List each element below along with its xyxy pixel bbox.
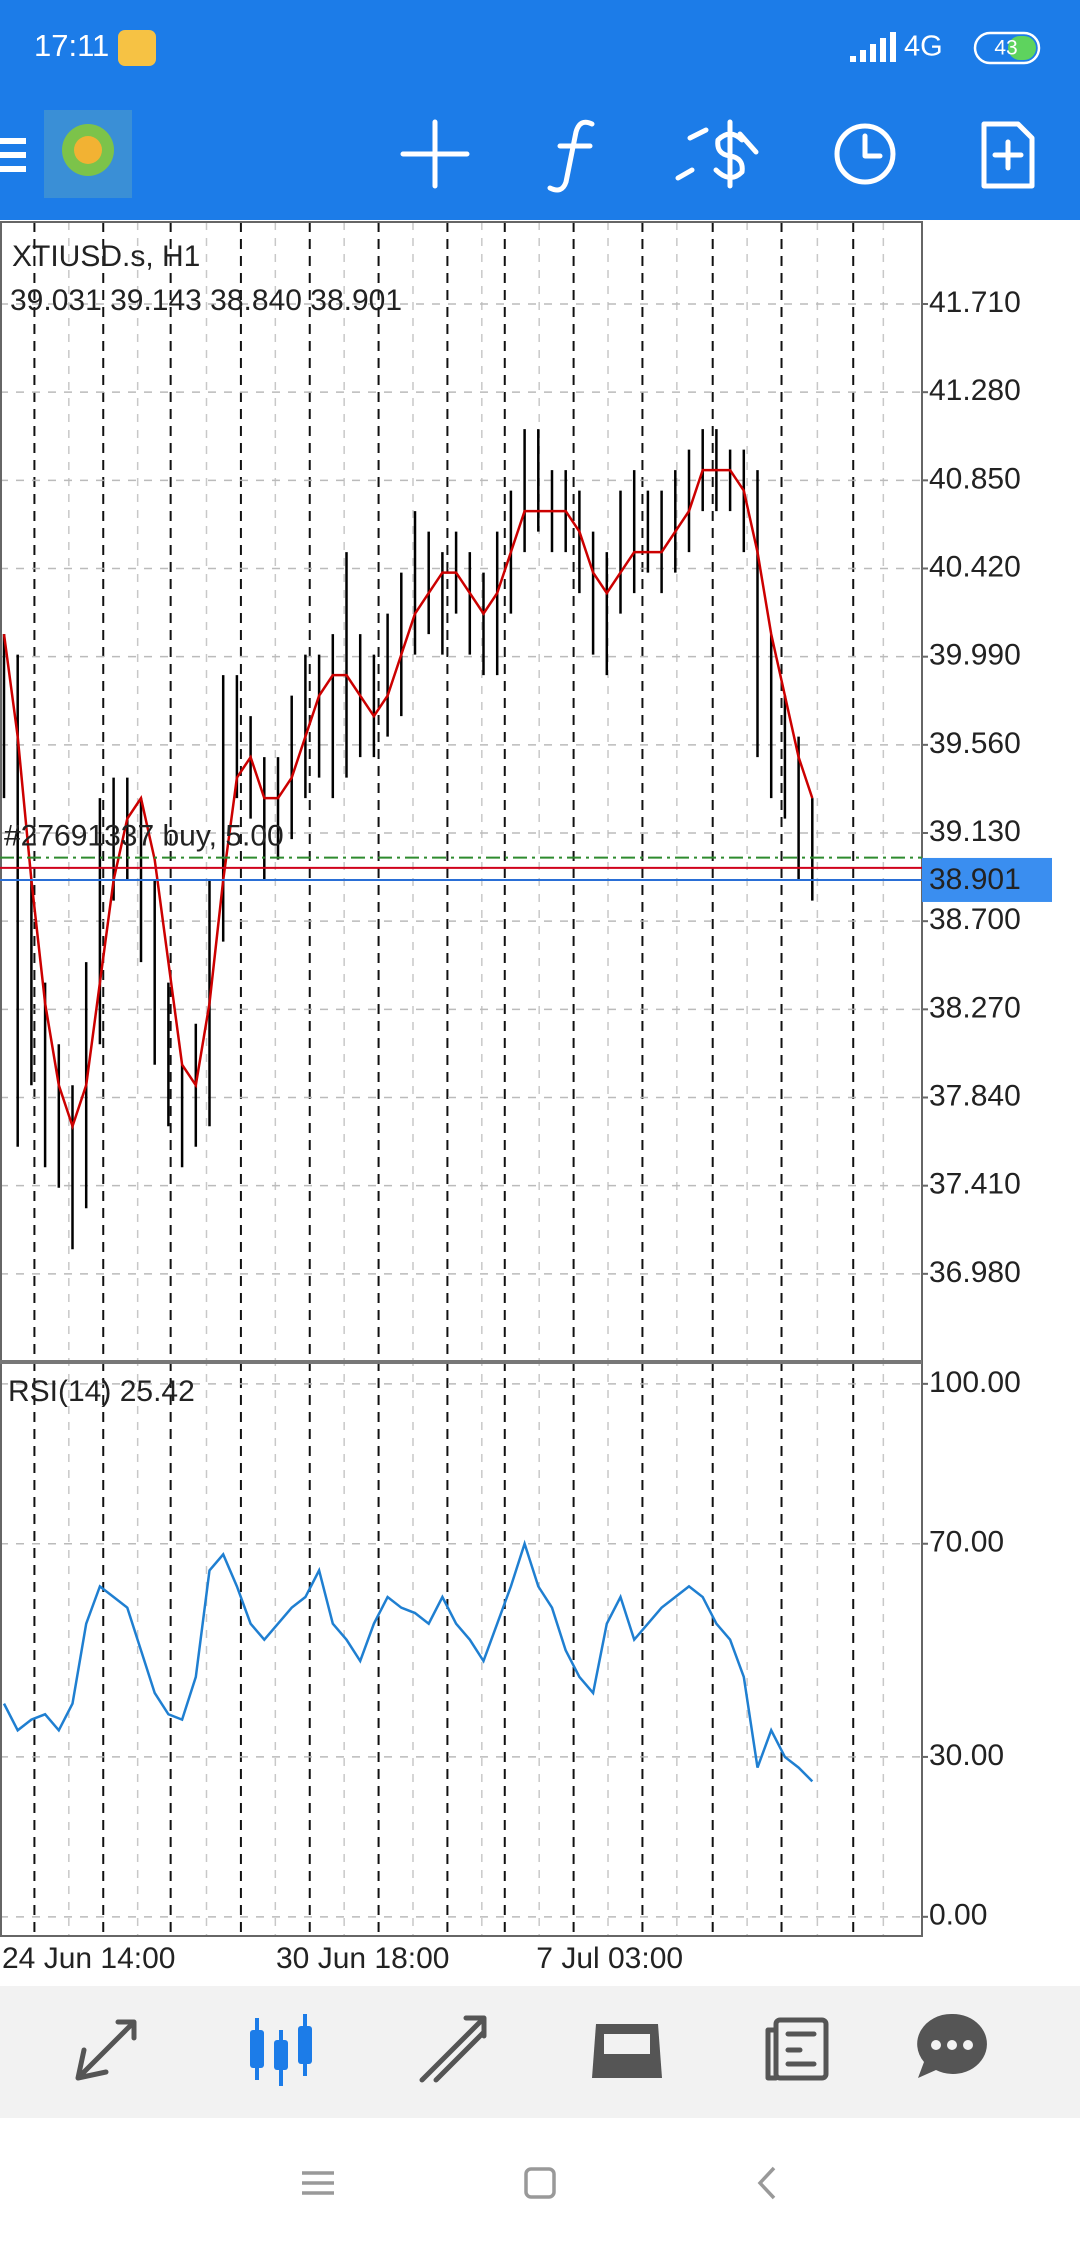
chart-frame [0, 221, 923, 1937]
chart-symbol: XTIUSD.s, H1 [12, 240, 200, 273]
y-tick-label: 40.420 [929, 550, 1021, 583]
y-tick-label: 40.850 [929, 462, 1021, 495]
price-label-box [922, 857, 1052, 902]
rsi-title: RSI(14) 25.42 [8, 1375, 195, 1408]
signal-icon [850, 32, 896, 62]
top-bar [0, 0, 1080, 220]
y-tick-label: 0.00 [929, 1899, 987, 1932]
chat-tab[interactable] [917, 2013, 987, 2078]
status-time: 17:11 [34, 28, 109, 63]
y-tick-label: 39.990 [929, 639, 1021, 672]
new-order-button[interactable] [981, 121, 1035, 189]
timeframe-button[interactable] [834, 123, 896, 185]
nav-back[interactable] [757, 2166, 776, 2200]
app-logo[interactable] [44, 110, 132, 198]
battery-percent: 43 [994, 37, 1017, 60]
menu-button[interactable] [0, 138, 26, 172]
y-tick-label: 39.130 [929, 815, 1021, 848]
y-tick-label: 38.700 [929, 903, 1021, 936]
y-tick-label: 39.560 [929, 727, 1021, 760]
y-tick-label: 38.270 [929, 991, 1021, 1024]
bottom-tab-bar [0, 1986, 1080, 2118]
indicators-button[interactable] [547, 119, 595, 193]
y-tick-label: 36.980 [929, 1256, 1021, 1289]
crosshair-button[interactable] [400, 119, 470, 189]
y-tick-label: 30.00 [929, 1739, 1004, 1772]
y-tick-label: 41.280 [929, 374, 1021, 407]
y-tick-label: 37.410 [929, 1168, 1021, 1201]
quotes-tab[interactable] [75, 2019, 137, 2081]
y-tick-label: 41.710 [929, 286, 1021, 319]
rsi-line [2, 1539, 814, 1783]
history-tab[interactable] [592, 2024, 662, 2078]
y-tick-label: 70.00 [929, 1526, 1004, 1559]
battery [973, 31, 1041, 65]
nav-home[interactable] [524, 2167, 556, 2199]
nav-menu[interactable] [302, 2171, 334, 2195]
news-tab[interactable] [765, 2017, 829, 2081]
price-label: 38.901 [929, 863, 1021, 896]
objects-button[interactable] [675, 119, 759, 189]
x-tick-label: 30 Jun 18:00 [276, 1942, 449, 1975]
x-tick-label: 7 Jul 03:00 [536, 1942, 683, 1975]
moving-average [2, 468, 814, 1131]
trade-tab[interactable] [419, 2015, 487, 2083]
y-tick-label: 100.00 [929, 1366, 1021, 1399]
chart-tab[interactable] [250, 2014, 312, 2086]
notification-icon [118, 30, 156, 66]
network-type: 4G [904, 31, 943, 63]
order-label: #27691337 buy, 5.00 [4, 820, 284, 853]
chart-ohlc: 39.031 39.143 38.840 38.901 [10, 284, 402, 317]
battery-level [1008, 36, 1036, 60]
y-tick-label: 37.840 [929, 1079, 1021, 1112]
x-tick-label: 24 Jun 14:00 [2, 1942, 175, 1975]
